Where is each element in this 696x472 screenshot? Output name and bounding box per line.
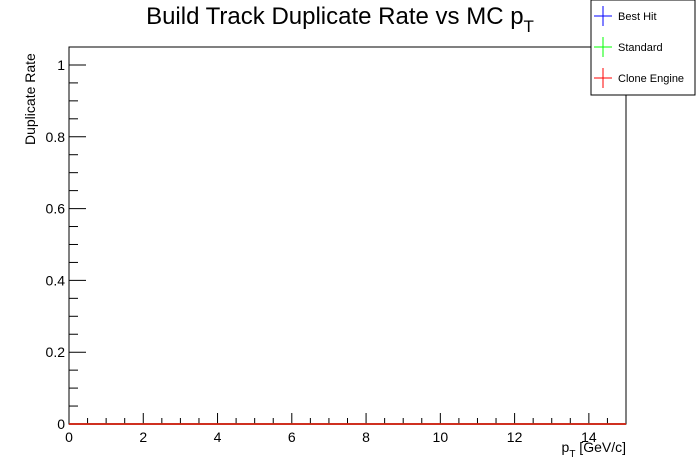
legend-label: Standard	[618, 42, 663, 54]
legend: Best Hit Standard Clone Engine	[590, 0, 696, 96]
title-text: Build Track Duplicate Rate vs MC p	[146, 3, 523, 30]
y-tick-label: 1	[57, 57, 65, 73]
y-axis-label: Duplicate Rate	[22, 53, 38, 145]
x-tick-label: 6	[288, 429, 296, 445]
x-tick-label: 4	[214, 429, 222, 445]
xlabel-sub: T	[569, 449, 575, 460]
y-tick-label: 0.2	[46, 344, 66, 360]
x-tick-label: 8	[362, 429, 370, 445]
legend-label: Clone Engine	[618, 73, 684, 85]
x-tick-label: 10	[433, 429, 449, 445]
x-tick-label: 12	[507, 429, 523, 445]
y-tick-label: 0.4	[46, 272, 66, 288]
y-tick-label: 0	[57, 416, 65, 432]
title-sub: T	[524, 17, 534, 36]
x-tick-label: 14	[581, 429, 597, 445]
y-tick-label: 0.6	[46, 201, 66, 217]
x-tick-label: 2	[139, 429, 147, 445]
chart-title: Build Track Duplicate Rate vs MC pT	[146, 3, 534, 36]
x-axis-label: pT [GeV/c]	[562, 439, 626, 460]
x-tick-label: 0	[65, 429, 73, 445]
y-tick-label: 0.8	[46, 129, 66, 145]
xlabel-after: [GeV/c]	[575, 439, 626, 455]
xlabel-text: p	[562, 439, 570, 455]
legend-label: Best Hit	[618, 11, 657, 23]
